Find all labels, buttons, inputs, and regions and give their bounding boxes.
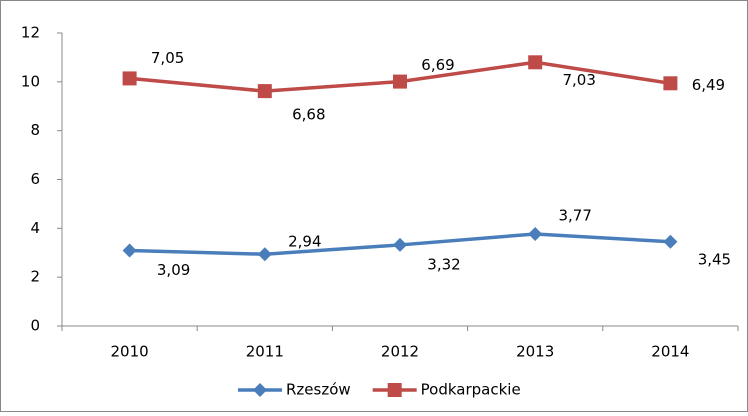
data-label: 3,77	[558, 206, 591, 224]
data-label: 3,45	[698, 250, 731, 268]
marker	[122, 71, 137, 86]
x-tick-label: 2013	[516, 343, 554, 361]
y-tick-label: 6	[30, 170, 40, 188]
data-label: 6,68	[292, 106, 325, 124]
y-tick-label: 0	[30, 317, 40, 335]
data-label: 7,05	[151, 49, 184, 67]
legend-marker	[387, 383, 402, 397]
y-tick-label: 2	[30, 268, 40, 286]
marker	[528, 226, 543, 241]
data-label: 2,94	[288, 233, 321, 251]
x-tick-label: 2012	[381, 343, 419, 361]
data-label: 6,49	[692, 76, 725, 94]
marker	[393, 237, 407, 252]
data-label: 6,69	[421, 56, 454, 74]
y-tick-label: 4	[30, 219, 40, 237]
legend-label: Podkarpackie	[421, 381, 521, 399]
x-tick-label: 2010	[111, 343, 149, 361]
data-label: 7,03	[562, 71, 595, 89]
marker	[528, 55, 543, 70]
data-label: 3,32	[427, 255, 460, 273]
marker	[393, 74, 407, 89]
y-tick-label: 10	[21, 72, 40, 90]
y-tick-label: 12	[21, 24, 40, 42]
marker	[257, 247, 272, 262]
data-label: 3,09	[157, 261, 190, 279]
legend-label: Rzeszów	[286, 381, 351, 399]
marker	[122, 243, 137, 258]
x-tick-label: 2011	[246, 343, 284, 361]
x-tick-label: 2014	[651, 343, 689, 361]
marker	[663, 76, 678, 91]
marker	[257, 84, 272, 99]
y-tick-label: 8	[30, 121, 40, 139]
legend-marker	[253, 383, 267, 397]
marker	[663, 234, 678, 249]
